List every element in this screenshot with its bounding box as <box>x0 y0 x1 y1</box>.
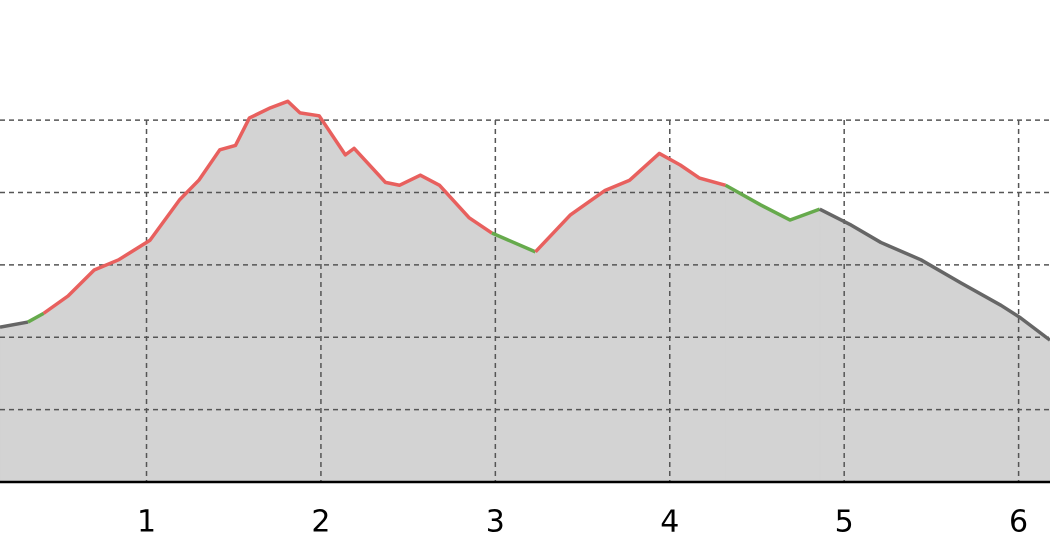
profile-line <box>0 320 29 329</box>
profile-line <box>724 183 821 222</box>
x-tick-label: 5 <box>835 505 854 540</box>
profile-line <box>27 311 45 324</box>
profile-line <box>42 99 493 315</box>
area <box>819 208 1050 483</box>
area <box>27 312 45 483</box>
area <box>0 321 29 483</box>
x-tick-label: 1 <box>137 505 156 540</box>
x-tick-label: 3 <box>486 505 505 540</box>
profile-line <box>818 207 1050 342</box>
area <box>725 184 821 483</box>
area <box>43 100 493 483</box>
area <box>535 152 726 483</box>
area <box>491 232 536 483</box>
x-tick-label: 2 <box>311 505 330 540</box>
profile-line <box>491 231 537 254</box>
profile-line <box>534 151 727 254</box>
x-tick-label: 4 <box>660 505 679 540</box>
x-tick-label: 6 <box>1009 505 1028 540</box>
